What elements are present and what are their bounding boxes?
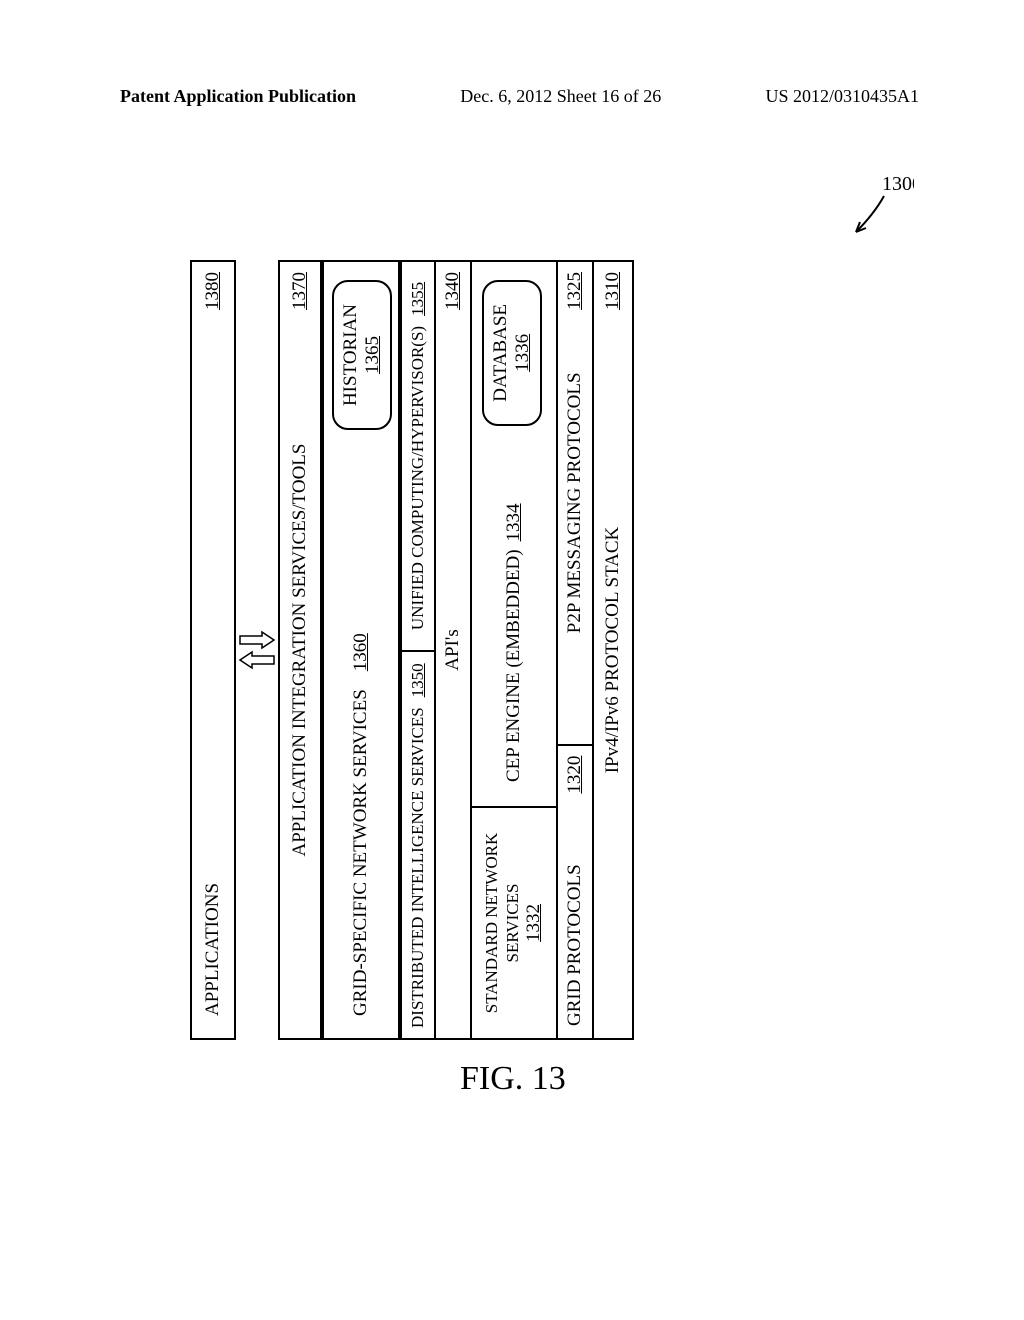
- grid-proto-ref: 1320: [564, 756, 586, 794]
- layer-cep-engine: CEP ENGINE (EMBEDDED) 1334 DATABASE 1336: [472, 260, 558, 806]
- row-services: STANDARD NETWORK SERVICES 1332 CEP ENGIN…: [472, 260, 558, 1040]
- leader-arrow-icon: 1300: [834, 174, 914, 244]
- layer-apis: API's 1340: [436, 260, 472, 1040]
- row-grid-services: GRID-SPECIFIC NETWORK SERVICES 1360 HIST…: [322, 260, 400, 1040]
- overall-ref-leader: 1300: [834, 174, 914, 249]
- hypervisor-ref: 1355: [408, 282, 428, 316]
- double-arrow-icon: [236, 620, 278, 680]
- cep-label: CEP ENGINE (EMBEDDED): [503, 549, 525, 782]
- layer-integration: APPLICATION INTEGRATION SERVICES/TOOLS 1…: [278, 260, 322, 1040]
- bidirectional-arrow: [236, 260, 278, 1040]
- historian-label: HISTORIAN: [340, 304, 362, 406]
- layer-grid-services: GRID-SPECIFIC NETWORK SERVICES 1360 HIST…: [322, 260, 400, 1040]
- dist-intel-label: DISTRIBUTED INTELLIGENCE SERVICES: [408, 707, 428, 1028]
- grid-services-label: GRID-SPECIFIC NETWORK SERVICES: [350, 689, 372, 1016]
- overall-ref-text: 1300: [882, 174, 914, 195]
- figure-caption: FIG. 13: [460, 1060, 566, 1098]
- page-header: Patent Application Publication Dec. 6, 2…: [0, 86, 1024, 107]
- grid-services-ref: 1360: [350, 633, 372, 671]
- applications-label: APPLICATIONS: [202, 883, 224, 1016]
- row-intelligence: DISTRIBUTED INTELLIGENCE SERVICES 1350 U…: [400, 260, 436, 1040]
- dist-intel-ref: 1350: [408, 663, 428, 697]
- layer-grid-protocols: GRID PROTOCOLS 1320: [558, 744, 594, 1040]
- cep-ref: 1334: [503, 503, 525, 541]
- layer-applications: APPLICATIONS 1380: [190, 260, 236, 1040]
- layer-stack: APPLICATIONS 1380 APPLICATION INTEGRATIO…: [190, 260, 634, 1040]
- row-ip-stack: IPv4/IPv6 PROTOCOL STACK 1310: [594, 260, 634, 1040]
- layer-distributed-intelligence: DISTRIBUTED INTELLIGENCE SERVICES 1350: [400, 650, 436, 1040]
- database-label: DATABASE: [490, 304, 512, 402]
- database-inset: DATABASE 1336: [482, 280, 542, 426]
- row-apis: API's 1340: [436, 260, 472, 1040]
- header-right: US 2012/0310435A1: [765, 86, 919, 107]
- hypervisor-label: UNIFIED COMPUTING/HYPERVISOR(S): [408, 326, 428, 630]
- ip-stack-ref: 1310: [602, 272, 624, 310]
- layer-p2p-protocols: P2P MESSAGING PROTOCOLS 1325: [558, 260, 594, 744]
- p2p-ref: 1325: [564, 272, 586, 310]
- grid-proto-label: GRID PROTOCOLS: [564, 864, 586, 1026]
- layer-ip-stack: IPv4/IPv6 PROTOCOL STACK 1310: [594, 260, 634, 1040]
- integration-label: APPLICATION INTEGRATION SERVICES/TOOLS: [289, 444, 311, 857]
- std-network-label: STANDARD NETWORK SERVICES: [482, 814, 523, 1032]
- layer-hypervisor: UNIFIED COMPUTING/HYPERVISOR(S) 1355: [400, 260, 436, 650]
- row-protocols: GRID PROTOCOLS 1320 P2P MESSAGING PROTOC…: [558, 260, 594, 1040]
- row-applications: APPLICATIONS 1380: [190, 260, 236, 1040]
- p2p-label: P2P MESSAGING PROTOCOLS: [564, 372, 586, 633]
- header-mid: Dec. 6, 2012 Sheet 16 of 26: [460, 86, 661, 107]
- row-integration: APPLICATION INTEGRATION SERVICES/TOOLS 1…: [278, 260, 322, 1040]
- applications-ref: 1380: [202, 272, 224, 310]
- header-left: Patent Application Publication: [120, 86, 356, 107]
- integration-ref: 1370: [289, 272, 311, 310]
- figure-13: 1300 APPLICATIONS 1380 APPLICATION INTEG…: [120, 180, 904, 1160]
- layer-standard-network-services: STANDARD NETWORK SERVICES 1332: [472, 806, 558, 1040]
- database-ref: 1336: [512, 334, 534, 372]
- apis-ref: 1340: [442, 272, 464, 310]
- historian-ref: 1365: [362, 336, 384, 374]
- ip-stack-label: IPv4/IPv6 PROTOCOL STACK: [602, 527, 624, 774]
- historian-inset: HISTORIAN 1365: [332, 280, 392, 430]
- apis-label: API's: [442, 629, 464, 670]
- std-network-ref: 1332: [523, 904, 546, 942]
